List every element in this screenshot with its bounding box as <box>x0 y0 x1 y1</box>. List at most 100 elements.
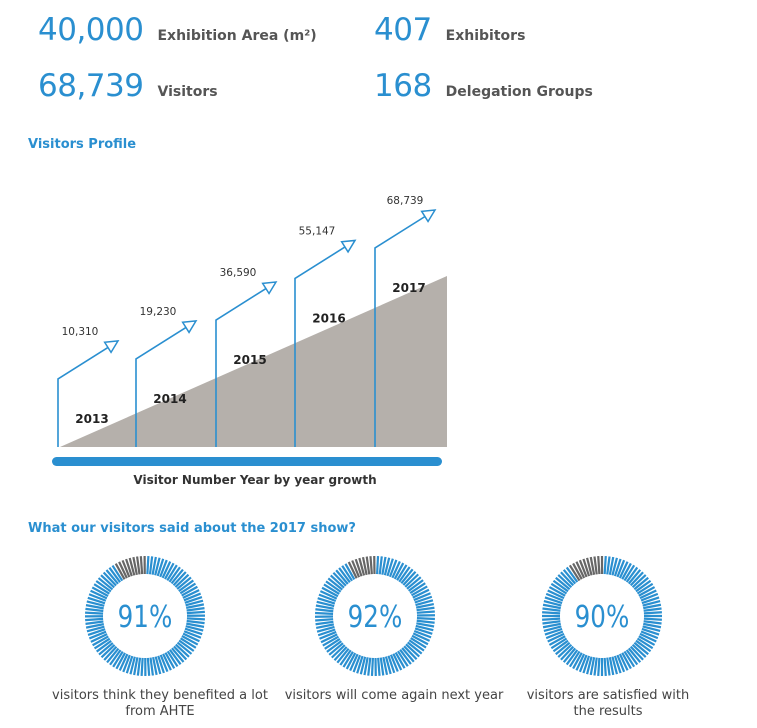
donut-segment-value <box>171 647 185 663</box>
donut-segment-value <box>321 586 339 598</box>
donut-segment-value <box>108 567 121 583</box>
donut-segment-value <box>344 563 356 580</box>
donut-segment-value <box>341 565 353 582</box>
donut-segment-value <box>317 597 336 605</box>
donut-segment-value <box>86 625 105 633</box>
donut-segment-value <box>606 556 611 575</box>
stat-label: Visitors <box>157 84 218 100</box>
donut-segment-value <box>542 603 561 610</box>
donut-segment-value <box>168 566 181 583</box>
donut-segment-value <box>542 622 561 629</box>
donut-segment-value <box>111 564 124 582</box>
donut-segment-value <box>636 582 654 595</box>
donut-segment-value <box>412 632 431 642</box>
donut-segment-value <box>638 635 656 646</box>
donut-segment-value <box>545 630 564 640</box>
donut-segment-value <box>611 656 618 675</box>
donut-segment-rest <box>114 563 126 580</box>
donut-segment-value <box>109 649 122 666</box>
donut-segment-value <box>555 576 571 591</box>
donut-segment-value <box>129 656 136 675</box>
stat-delegation-groups: 168 Delegation Groups <box>374 68 593 104</box>
donut-segment-value <box>338 567 351 583</box>
visitor-growth-chart: 2013 10,310 2014 19,230 2015 36,590 2016 55,147… <box>52 195 447 487</box>
donut-segment-value <box>586 656 593 675</box>
donut-segment-value <box>164 652 176 669</box>
donut-segment-rest <box>361 556 368 576</box>
donut-segment-value <box>597 657 601 676</box>
donut-segment-value <box>613 558 622 577</box>
donut-segment-value <box>315 608 334 613</box>
donut-segment-value <box>178 639 195 652</box>
donut-segment-value <box>618 653 629 671</box>
donut-segment-value <box>635 579 652 593</box>
donut-segment-value <box>90 633 108 643</box>
donut-segment-value <box>633 576 649 591</box>
donut-segment-value <box>316 600 335 608</box>
donut-segment-value <box>383 557 391 576</box>
donut-value-label: 90% <box>575 601 630 635</box>
donut-segment-value <box>332 572 347 587</box>
donut-segment-rest <box>132 556 138 576</box>
caption-line: visitors will come again next year <box>284 688 504 703</box>
donut-segment-value <box>408 639 425 652</box>
donut-segment-value <box>387 655 396 674</box>
donut-segment-rest <box>139 556 144 575</box>
donut-segment-value <box>333 646 348 661</box>
donut-segment-value <box>85 623 105 629</box>
donut-segment-value <box>548 635 566 646</box>
donut-segment-value <box>415 599 434 607</box>
donut-segment-value <box>176 576 192 590</box>
donut-segment-value <box>398 566 411 583</box>
donut-segment-value <box>85 604 104 610</box>
growth-arrow <box>57 344 113 447</box>
donut-segment-value <box>88 630 107 640</box>
donut-segment-value <box>407 641 423 655</box>
donut-segment-value <box>178 579 194 592</box>
growth-arrow <box>215 285 271 447</box>
donut-segment-value <box>393 562 405 580</box>
donut-segment-value <box>335 569 349 585</box>
donut-segment-value <box>176 641 193 655</box>
donut-segment-rest <box>125 558 133 577</box>
donut-segment-value <box>543 625 562 632</box>
donut-segment-value <box>416 622 435 628</box>
donut-segment-value <box>560 571 575 587</box>
donut-segment-value <box>399 649 412 665</box>
growth-arrow <box>294 243 350 447</box>
donut-segment-value <box>146 556 150 575</box>
donut-segment-rest <box>369 556 373 575</box>
donut-segment-value <box>342 651 354 668</box>
donut-segment-value <box>625 566 639 583</box>
donut-segment-rest <box>121 559 131 578</box>
donut-segment-value <box>414 595 433 604</box>
growth-arrow <box>374 213 430 447</box>
donut-segment-value <box>582 655 591 674</box>
donut-segment-value <box>98 642 114 656</box>
data-label: 68,739 <box>387 195 424 207</box>
donut-segment-value <box>352 654 362 673</box>
arrow-head <box>103 340 120 354</box>
donut-segment-value <box>363 657 369 676</box>
donut-segment-value <box>416 610 435 614</box>
donut-segment-value <box>550 637 568 650</box>
donut-segment-value <box>185 625 204 632</box>
donut-segment-value <box>616 654 626 673</box>
donut-segment-value <box>115 652 126 670</box>
category-label: 2013 <box>75 412 108 426</box>
donut-segment-value <box>381 556 387 575</box>
visitors-profile-title: Visitors Profile <box>28 137 137 152</box>
donut-segment-value <box>379 657 385 676</box>
category-label: 2014 <box>153 392 186 406</box>
donut-segment-value <box>611 557 618 576</box>
stat-label: Exhibitors <box>445 28 526 44</box>
donut-segment-value <box>317 628 336 637</box>
donut-segment-value <box>179 582 197 595</box>
arrow-head <box>261 281 278 295</box>
donut-segment-value <box>359 656 367 675</box>
donut-segment-value <box>382 656 389 676</box>
donut-segment-value <box>544 596 563 605</box>
donut-segment-value <box>95 580 112 593</box>
donut-segment-value <box>643 607 662 612</box>
donut-segment-value <box>339 649 352 666</box>
